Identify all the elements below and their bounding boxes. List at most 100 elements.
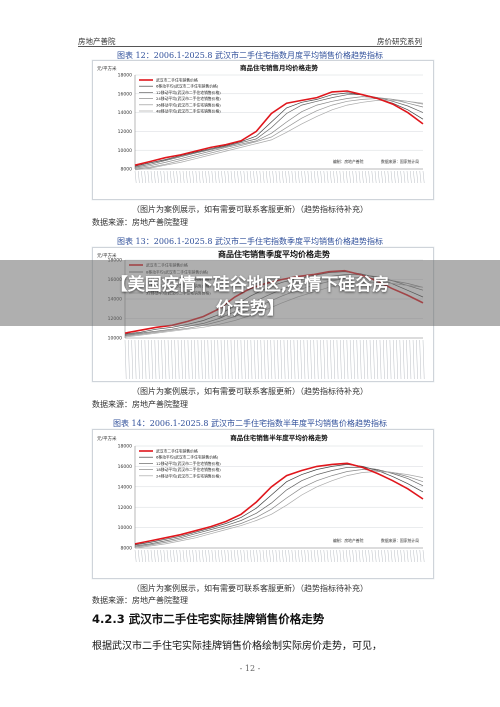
x-tick-label — [182, 549, 185, 563]
legend-entry: 24移动平均(武汉市二手住宅销售价格) — [156, 96, 221, 101]
x-tick-label — [301, 170, 303, 184]
x-tick-label — [303, 339, 306, 380]
x-tick-label — [147, 170, 150, 184]
x-tick-label — [189, 549, 191, 563]
x-tick-label — [217, 170, 220, 184]
x-tick-label — [333, 170, 335, 184]
x-tick-label — [173, 170, 175, 184]
y-tick-label: 10000 — [108, 336, 122, 342]
x-tick-label — [134, 549, 137, 563]
x-tick-label — [163, 170, 166, 184]
x-tick-label — [329, 549, 332, 563]
x-tick-label — [349, 170, 351, 184]
header-rule — [78, 46, 422, 47]
x-tick-label — [211, 549, 214, 563]
figure-12-chart: 商品住宅销售月均价格走势 元/平方米 8000 10000 12000 14000 1600… — [97, 63, 425, 184]
x-tick-label — [310, 549, 313, 563]
x-tick-label — [185, 549, 188, 563]
x-tick-label — [355, 170, 358, 184]
x-tick-label — [288, 170, 291, 184]
x-tick-label — [283, 339, 286, 380]
page-number: - 12 - — [239, 664, 261, 673]
x-tick-label — [365, 170, 367, 184]
x-tick-label — [169, 170, 172, 184]
x-tick-label — [169, 549, 172, 563]
x-tick-label — [376, 339, 379, 380]
x-tick-label — [237, 170, 239, 184]
x-tick-label — [272, 170, 275, 184]
x-tick-label — [240, 170, 243, 184]
x-tick-label — [194, 339, 196, 380]
x-tick-label — [381, 170, 383, 184]
series-line-0 — [134, 462, 424, 545]
x-tick-label — [141, 339, 144, 380]
x-tick-label — [198, 170, 201, 184]
chart-footer-left: 编制：房地产善院 — [333, 159, 364, 164]
x-tick-label — [361, 549, 364, 563]
x-tick-label — [377, 170, 380, 184]
legend-entry: 12移动平均(武汉市二手住宅销售价格) — [156, 461, 221, 466]
x-tick-label — [422, 170, 425, 184]
figure-14-chart: 商品住宅销售半年度平均价格走势 元/平方米 8000 10000 12000 14000 1… — [97, 433, 425, 563]
x-tick-label — [233, 170, 236, 184]
x-tick-label — [201, 170, 204, 184]
x-tick-label — [323, 549, 326, 563]
x-tick-label — [374, 170, 377, 184]
x-tick-label — [262, 170, 265, 184]
x-tick-label — [214, 170, 217, 184]
x-tick-label — [343, 339, 345, 380]
x-tick-label — [137, 339, 140, 380]
y-axis-unit-label: 元/平方米 — [97, 252, 117, 259]
y-tick-label: 14000 — [118, 484, 132, 490]
x-tick-label — [275, 170, 278, 184]
x-tick-label — [320, 549, 323, 563]
x-tick-label — [313, 339, 316, 380]
x-tick-label — [224, 549, 227, 563]
series-line-3 — [134, 469, 424, 548]
x-tick-label — [237, 549, 239, 563]
x-tick-label — [179, 170, 182, 184]
x-tick-label — [265, 170, 268, 184]
x-tick-label — [346, 339, 349, 380]
y-tick-label: 14000 — [118, 110, 132, 116]
x-tick-label — [379, 339, 382, 380]
x-tick-label — [249, 170, 252, 184]
x-tick-label — [307, 549, 310, 563]
x-tick-label — [345, 170, 348, 184]
x-tick-label — [419, 549, 422, 563]
x-tick-label — [403, 549, 406, 563]
x-tick-label — [275, 549, 278, 563]
x-tick-label — [371, 170, 374, 184]
x-tick-label — [187, 339, 190, 380]
x-tick-label — [296, 339, 299, 380]
x-tick-label — [250, 339, 253, 380]
x-tick-label — [419, 339, 422, 380]
x-tick-label — [397, 549, 399, 563]
figure-12-chart-panel: 商品住宅销售月均价格走势 元/平方米 8000 10000 12000 14000 1600… — [92, 60, 434, 200]
legend-entry: 6移动平均(武汉市二手住宅销售价格) — [156, 455, 219, 460]
chart-footer-left: 编制：房地产善院 — [333, 538, 364, 543]
x-tick-label — [320, 170, 323, 184]
x-tick-label — [253, 549, 255, 563]
y-axis-unit-label: 元/平方米 — [97, 435, 117, 442]
x-tick-label — [409, 549, 412, 563]
x-tick-label — [176, 549, 179, 563]
x-tick-label — [124, 339, 127, 380]
x-tick-label — [247, 339, 249, 380]
x-tick-label — [320, 339, 322, 380]
x-tick-label — [384, 170, 387, 184]
section-heading: 4.2.3 武汉市二手住宅实际挂牌销售价格走势 — [92, 612, 325, 626]
x-tick-label — [181, 339, 183, 380]
x-tick-label — [182, 170, 185, 184]
x-tick-label — [390, 549, 393, 563]
x-tick-label — [356, 339, 359, 380]
x-tick-label — [366, 339, 369, 380]
y-tick-label: 18000 — [118, 73, 132, 79]
x-tick-label — [278, 170, 281, 184]
x-tick-label — [285, 170, 287, 184]
x-tick-label — [253, 339, 256, 380]
x-tick-label — [167, 339, 170, 380]
title-overlay — [0, 260, 500, 326]
x-tick-label — [416, 339, 418, 380]
figure-14-caption: 图表 14：2006.1-2025.8 武汉市二手住宅指数半年度平均销售价格趋势… — [113, 419, 387, 428]
